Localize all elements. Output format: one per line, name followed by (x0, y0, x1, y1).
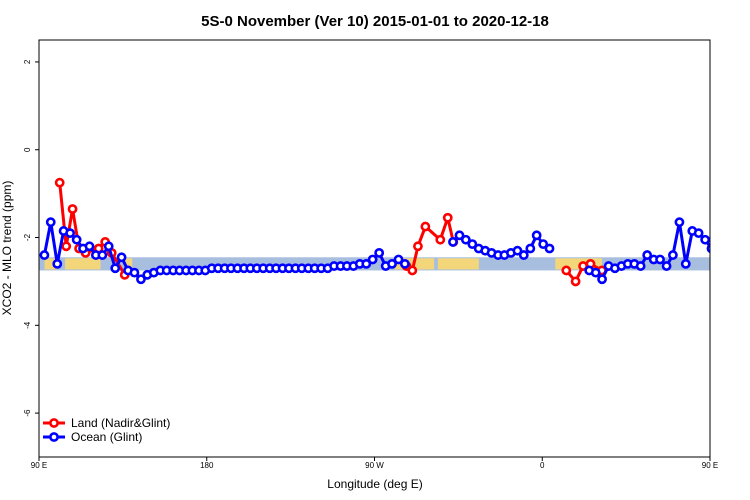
chart-title: 5S-0 November (Ver 10) 2015-01-01 to 202… (201, 13, 549, 30)
ocean-series-point (103, 241, 114, 252)
ocean-series-point (531, 230, 542, 241)
land-series-point (413, 241, 423, 252)
ocean-series-point (45, 217, 56, 228)
x-tick-label: 90 E (702, 461, 718, 470)
ocean-series-point (674, 217, 685, 228)
legend-land-marker (49, 418, 59, 428)
ocean-series-point (518, 250, 529, 260)
x-tick-label: 90 W (365, 461, 384, 470)
ocean-series-point (71, 234, 82, 245)
y-tick-label: -6 (23, 409, 32, 417)
ocean-series-point (668, 250, 678, 260)
land-band-segment (555, 258, 602, 270)
ocean-series-point (642, 250, 653, 260)
land-band-segment (44, 258, 58, 270)
land-series-point (435, 234, 446, 245)
legend-ocean-marker (49, 432, 59, 442)
x-tick-label: 0 (540, 461, 545, 470)
ocean-series-point (700, 234, 710, 245)
land-series-point (407, 265, 418, 276)
ocean-series-point (525, 243, 536, 254)
ocean-series-point (706, 243, 710, 254)
plot-frame (38, 39, 711, 458)
ocean-series-point (116, 252, 127, 263)
y-axis-label: XCO2 - MLO trend (ppm) (0, 181, 14, 316)
x-axis: 90 E 180 90 W 0 90 E (31, 457, 718, 470)
land-series-point (67, 204, 78, 214)
land-series-point (442, 212, 453, 223)
land-series-point (61, 241, 72, 252)
ocean-series-point (544, 243, 555, 254)
land-band-segment (719, 258, 728, 269)
ocean-series-point (129, 267, 140, 278)
ocean-series-point (512, 245, 523, 256)
ocean-series-point (84, 241, 95, 252)
ocean-series-point (734, 243, 741, 250)
ocean-series-point (714, 243, 721, 250)
x-tick-label: 90 E (31, 461, 47, 470)
y-tick-label: 0 (23, 147, 32, 152)
land-series-point (570, 276, 581, 287)
ocean-series-point (374, 247, 385, 258)
ocean-series-point (361, 258, 372, 269)
land-series-point (561, 265, 572, 276)
legend-ocean-label: Ocean (Glint) (71, 430, 142, 444)
y-axis: 2 0 -2 -4 -6 (23, 59, 39, 417)
ocean-series-point (597, 274, 607, 285)
ocean-series-point (110, 263, 121, 274)
ocean-series-point (538, 239, 549, 250)
ocean-series-point (661, 261, 672, 271)
ocean-series-point (680, 258, 691, 269)
land-series-point (727, 179, 734, 186)
land-band-segment (124, 258, 133, 270)
ocean-series-point (393, 254, 404, 265)
land-band-segment (736, 258, 750, 269)
ocean-series-point (747, 254, 750, 261)
y-tick-label: -2 (23, 233, 32, 241)
legend: Land (Nadir&Glint)Ocean (Glint) (43, 416, 170, 444)
x-tick-label: 180 (200, 461, 214, 470)
land-series-point (740, 205, 747, 212)
ocean-series-point (454, 230, 465, 241)
ocean-series-point (655, 254, 665, 265)
ocean-series-point (97, 250, 108, 260)
land-series-point (746, 245, 750, 252)
ocean-series-point (693, 228, 704, 239)
land-series-point (54, 177, 65, 188)
ocean-series-point (448, 237, 458, 247)
y-tick-label: 2 (23, 59, 32, 64)
y-tick-label: -4 (23, 321, 32, 329)
ocean-series-point (52, 258, 63, 269)
ocean-series-point (65, 228, 76, 239)
ocean-series-point (387, 258, 397, 269)
land-band-segment (437, 258, 479, 270)
ocean-series-point (367, 254, 378, 265)
x-axis-label: Longitude (deg E) (327, 477, 422, 491)
ocean-series-point (399, 258, 410, 269)
land-band-segment (65, 258, 101, 270)
land-series-line (731, 183, 750, 275)
legend-land-label: Land (Nadir&Glint) (71, 416, 170, 430)
ocean-series-point (727, 251, 734, 258)
ocean-series-point (460, 234, 471, 245)
land-series-point (420, 221, 431, 232)
ocean-series-point (721, 251, 728, 258)
ocean-series-point (467, 239, 478, 250)
ocean-series-point (39, 250, 50, 260)
ocean-series-point (136, 274, 146, 285)
land-series-point (734, 243, 741, 250)
series-layer (39, 177, 750, 287)
ocean-series-point (635, 261, 646, 271)
ocean-series-point (590, 267, 601, 278)
ocean-series-point (740, 265, 747, 272)
